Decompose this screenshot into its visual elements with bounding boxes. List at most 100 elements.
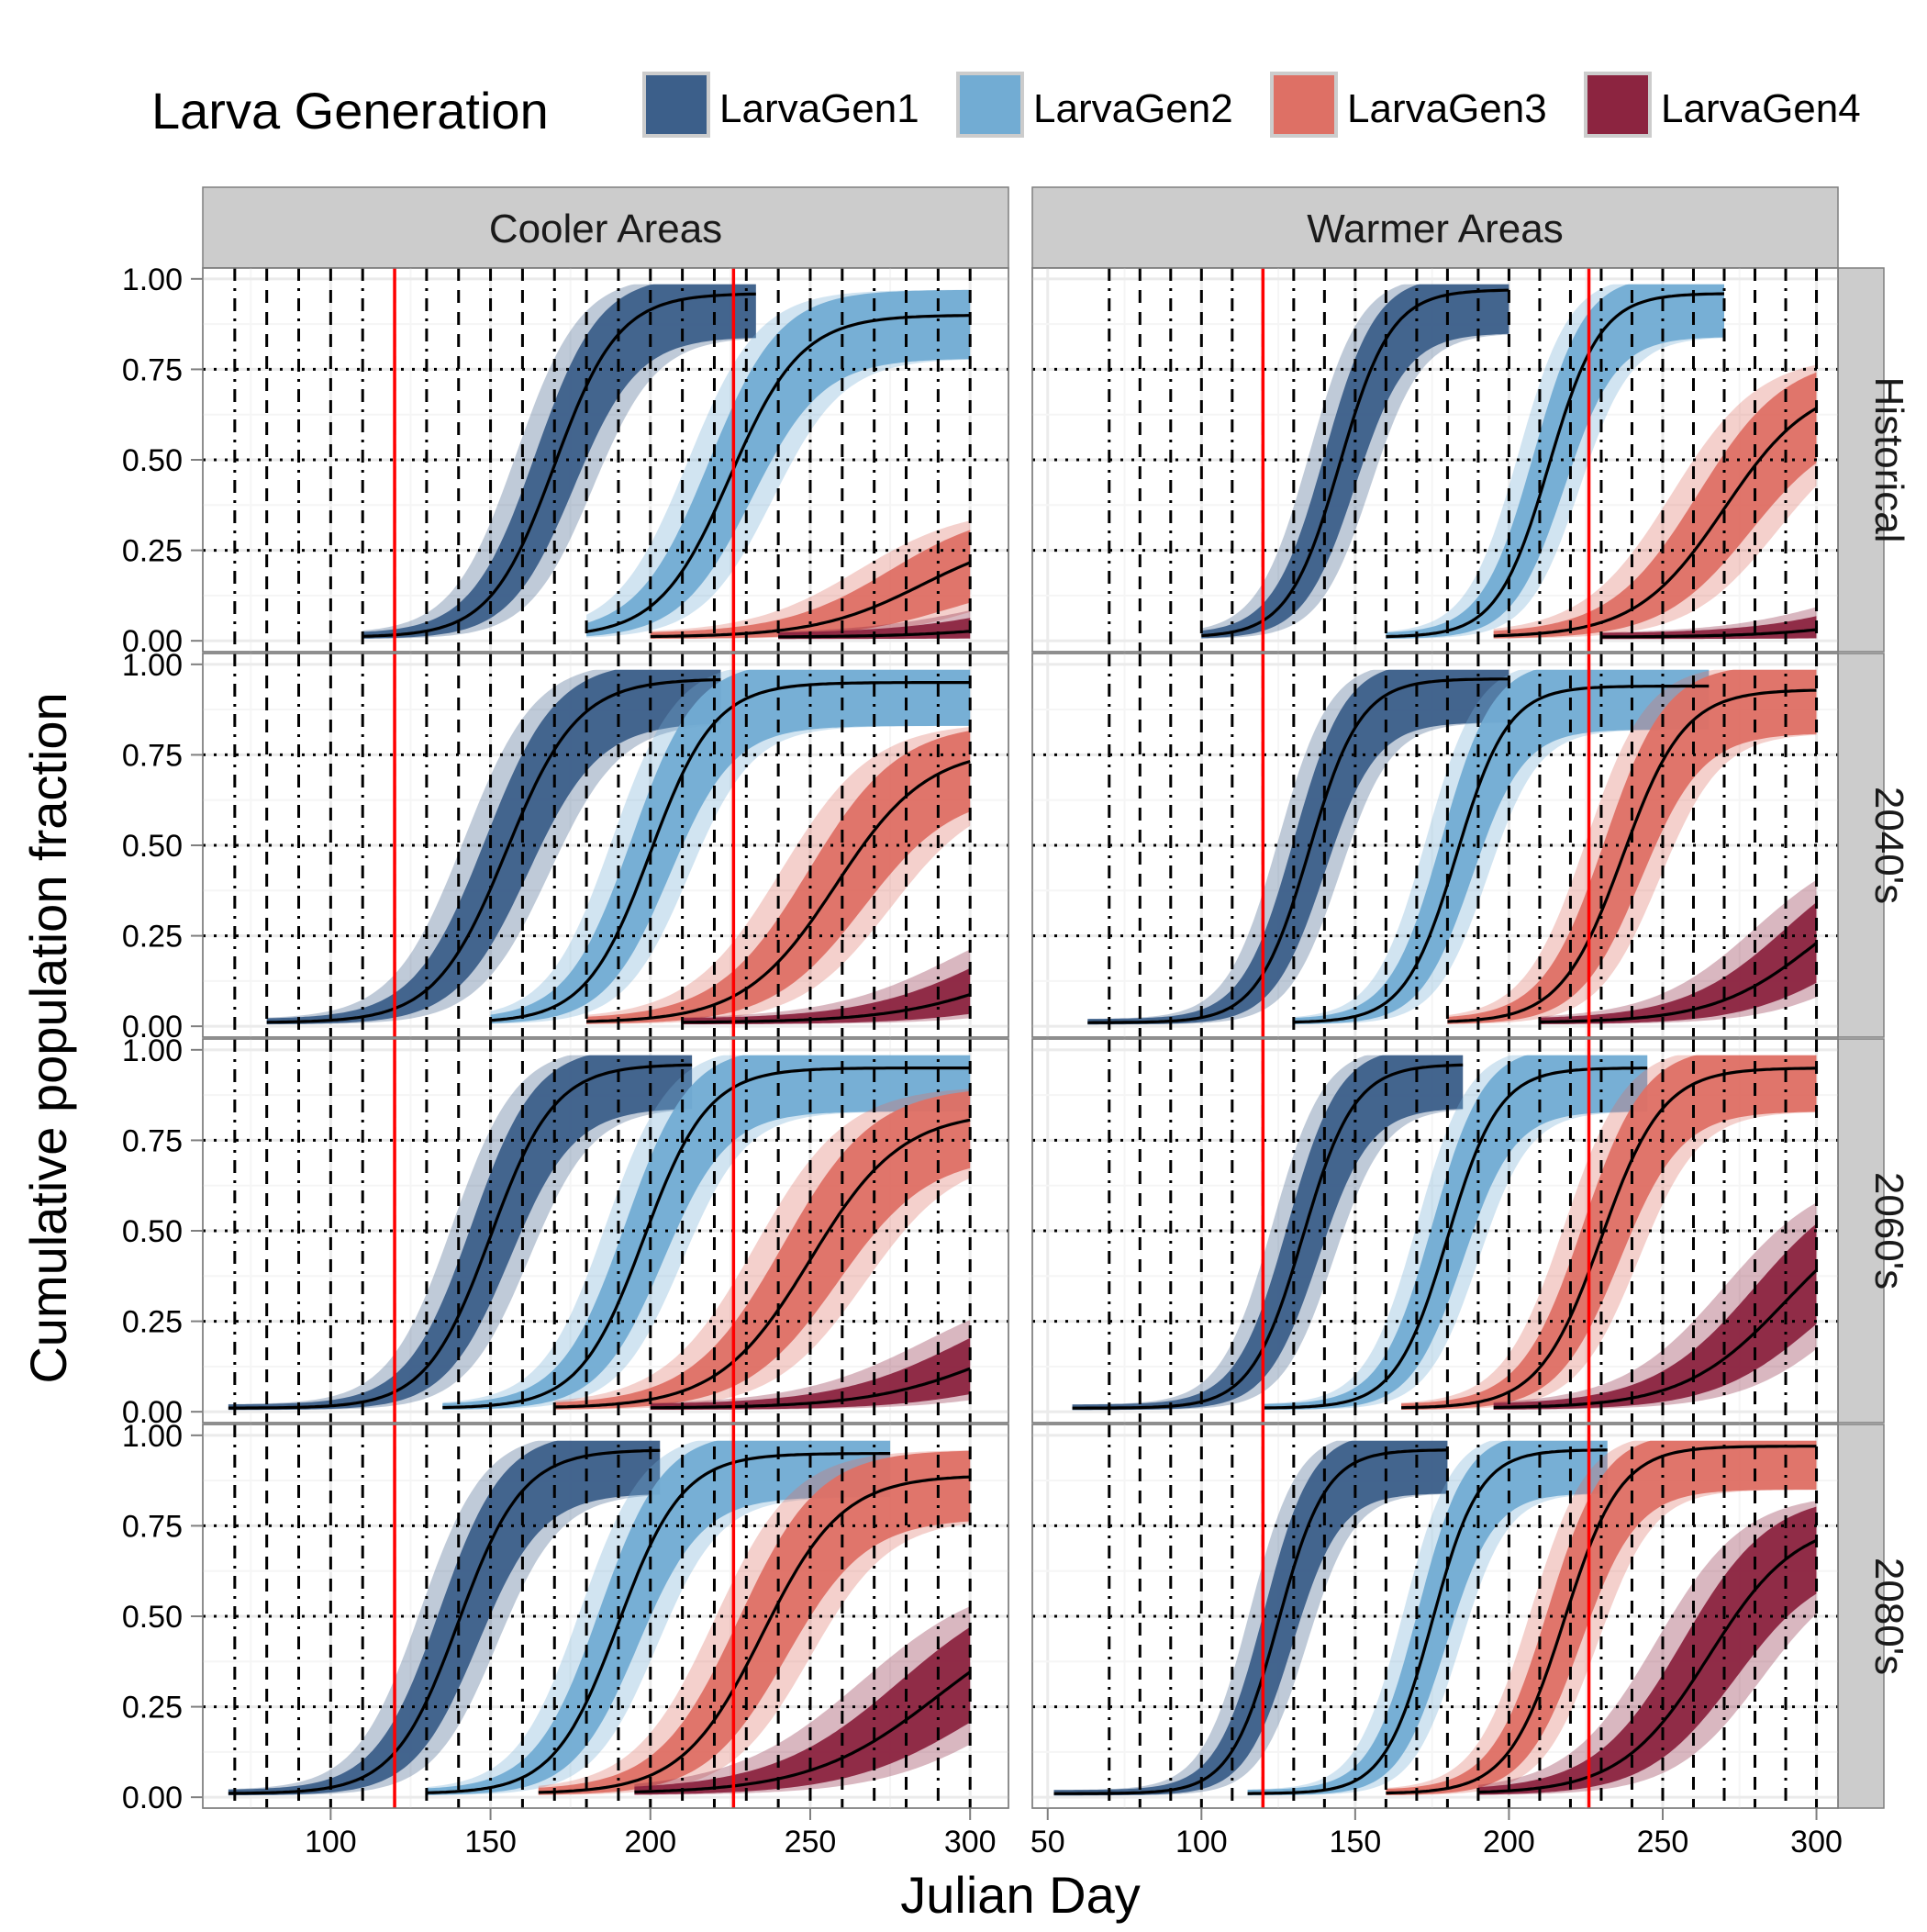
mean-line bbox=[1053, 1448, 1448, 1795]
y-tick-label: 1.00 bbox=[122, 1419, 183, 1454]
band-inner bbox=[228, 1440, 661, 1796]
mean-line bbox=[1087, 677, 1509, 1024]
band-inner bbox=[650, 530, 971, 639]
y-tick-label: 1.00 bbox=[122, 1033, 183, 1068]
x-tick-label: 300 bbox=[1790, 1825, 1843, 1859]
y-tick-label: 0.50 bbox=[122, 443, 183, 478]
x-axis-title: Julian Day bbox=[900, 1866, 1140, 1924]
legend-swatch bbox=[960, 75, 1020, 134]
y-tick-label: 0.75 bbox=[122, 352, 183, 387]
legend-label: LarvaGen3 bbox=[1347, 86, 1547, 131]
x-tick-label: 150 bbox=[464, 1825, 517, 1859]
y-tick-label: 0.00 bbox=[122, 624, 183, 659]
y-tick-label: 1.00 bbox=[122, 262, 183, 297]
facet-panel bbox=[202, 1038, 1009, 1424]
y-tick-label: 0.75 bbox=[122, 738, 183, 773]
band-outer bbox=[442, 1055, 971, 1410]
mean-line bbox=[682, 992, 971, 1024]
band-inner bbox=[228, 1055, 693, 1411]
legend-label: LarvaGen2 bbox=[1033, 86, 1233, 131]
mean-line bbox=[1401, 1067, 1817, 1410]
x-tick-label: 50 bbox=[1030, 1825, 1065, 1859]
x-tick-label: 200 bbox=[1483, 1825, 1535, 1859]
mean-line bbox=[266, 677, 721, 1024]
band-inner bbox=[1053, 1440, 1448, 1796]
y-tick-label: 0.50 bbox=[122, 1600, 183, 1635]
facet-panel bbox=[1031, 1424, 1839, 1809]
mean-line bbox=[1263, 1067, 1648, 1410]
mean-line bbox=[490, 680, 971, 1022]
mean-line bbox=[554, 1118, 971, 1409]
band-inner bbox=[1247, 1440, 1608, 1796]
band-inner bbox=[554, 1090, 971, 1410]
y-tick-label: 1.00 bbox=[122, 648, 183, 683]
panel-plot-area bbox=[203, 1424, 1008, 1808]
band-inner bbox=[538, 1450, 971, 1795]
panel-plot-area bbox=[1032, 653, 1838, 1037]
facet-strip-top bbox=[1031, 186, 1839, 269]
mean-line bbox=[1493, 1268, 1818, 1410]
x-tick-label: 250 bbox=[785, 1825, 837, 1859]
x-tick-label: 300 bbox=[944, 1825, 997, 1859]
panel-plot-area bbox=[203, 653, 1008, 1037]
facet-strip-right bbox=[1837, 1424, 1885, 1809]
band-inner bbox=[1401, 1055, 1817, 1410]
mean-line bbox=[1539, 942, 1818, 1024]
x-tick-label: 250 bbox=[1637, 1825, 1689, 1859]
y-tick-label: 0.25 bbox=[122, 534, 183, 569]
mean-line bbox=[634, 1670, 972, 1793]
panel-border bbox=[1031, 653, 1839, 1038]
facet-strip-label: 2040's bbox=[1866, 787, 1911, 904]
y-tick-label: 0.00 bbox=[122, 1010, 183, 1044]
facet-panel bbox=[202, 653, 1009, 1038]
x-tick-label: 200 bbox=[624, 1825, 676, 1859]
band-outer bbox=[426, 1440, 891, 1795]
band-inner bbox=[442, 1055, 971, 1410]
facet-strip-right bbox=[1837, 1038, 1885, 1424]
mean-line bbox=[426, 1451, 891, 1794]
band-inner bbox=[1087, 669, 1509, 1025]
mean-line bbox=[1201, 288, 1509, 638]
facet-strip-label: 2060's bbox=[1866, 1172, 1911, 1290]
band-inner bbox=[1386, 1440, 1817, 1795]
mean-line bbox=[442, 1066, 971, 1410]
legend: Larva Generation LarvaGen1 LarvaGen2 LarvaG… bbox=[151, 72, 1861, 140]
mean-line bbox=[362, 292, 756, 638]
legend-swatch bbox=[1274, 75, 1334, 134]
facet-strip-right bbox=[1837, 653, 1885, 1038]
x-tick-label: 150 bbox=[1330, 1825, 1382, 1859]
y-tick-label: 0.00 bbox=[122, 1781, 183, 1815]
facet-strip-label: 2080's bbox=[1866, 1558, 1911, 1675]
y-tick-label: 0.25 bbox=[122, 1305, 183, 1340]
panel-plot-area bbox=[203, 1039, 1008, 1423]
panel-plot-area bbox=[203, 268, 1008, 652]
panel-plot-area bbox=[1032, 268, 1838, 652]
facet-strip-label: Historical bbox=[1866, 377, 1911, 543]
facet-panel bbox=[1031, 1038, 1839, 1424]
facet-panel bbox=[202, 1424, 1009, 1809]
y-tick-label: 0.00 bbox=[122, 1395, 183, 1430]
band-inner bbox=[266, 669, 721, 1024]
mean-line bbox=[228, 1063, 693, 1410]
panel-plot-area bbox=[1032, 1039, 1838, 1423]
y-tick-label: 0.75 bbox=[122, 1509, 183, 1544]
legend-label: LarvaGen1 bbox=[719, 86, 919, 131]
panel-border bbox=[1031, 1038, 1839, 1424]
panel-border bbox=[1031, 1424, 1839, 1809]
legend-title: Larva Generation bbox=[151, 82, 549, 140]
x-tick-label: 100 bbox=[1175, 1825, 1228, 1859]
facet-panel bbox=[1031, 653, 1839, 1038]
y-tick-label: 0.25 bbox=[122, 920, 183, 955]
band-inner bbox=[1493, 372, 1817, 639]
mean-line bbox=[228, 1448, 661, 1795]
legend-swatch bbox=[646, 75, 707, 134]
mean-line bbox=[650, 561, 971, 639]
facet-panel bbox=[1031, 267, 1839, 653]
y-tick-label: 0.75 bbox=[122, 1123, 183, 1158]
y-tick-label: 0.50 bbox=[122, 829, 183, 864]
mean-line bbox=[1072, 1063, 1464, 1410]
band-outer bbox=[1053, 1440, 1448, 1796]
mean-line bbox=[1247, 1448, 1608, 1795]
